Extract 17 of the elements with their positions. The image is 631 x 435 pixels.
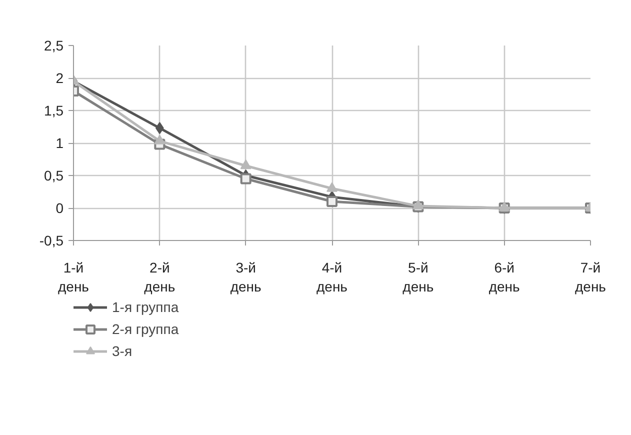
legend-label: 1-я группа	[112, 299, 179, 315]
y-tick-label: 1	[56, 135, 64, 151]
x-tick-label: 2-й день	[144, 260, 176, 295]
legend-label: 3-я	[112, 343, 132, 359]
x-tick-label: 4-й день	[316, 260, 348, 295]
y-tick-label: 2	[56, 70, 64, 86]
x-tick-label: 5-й день	[402, 260, 434, 295]
x-tick-label: 7-й день	[575, 260, 606, 295]
x-tick-label: 3-й день	[230, 260, 262, 295]
x-tick-label: 1-й день	[58, 260, 89, 295]
legend-label: 2-я группа	[112, 321, 179, 337]
x-tick-label: 6-й день	[488, 260, 520, 295]
y-tick-label: 0	[56, 200, 64, 216]
y-tick-label: -0,5	[39, 232, 64, 248]
y-tick-label: 2,5	[44, 38, 64, 54]
y-tick-label: 0,5	[44, 168, 64, 184]
y-tick-label: 1,5	[44, 102, 64, 118]
